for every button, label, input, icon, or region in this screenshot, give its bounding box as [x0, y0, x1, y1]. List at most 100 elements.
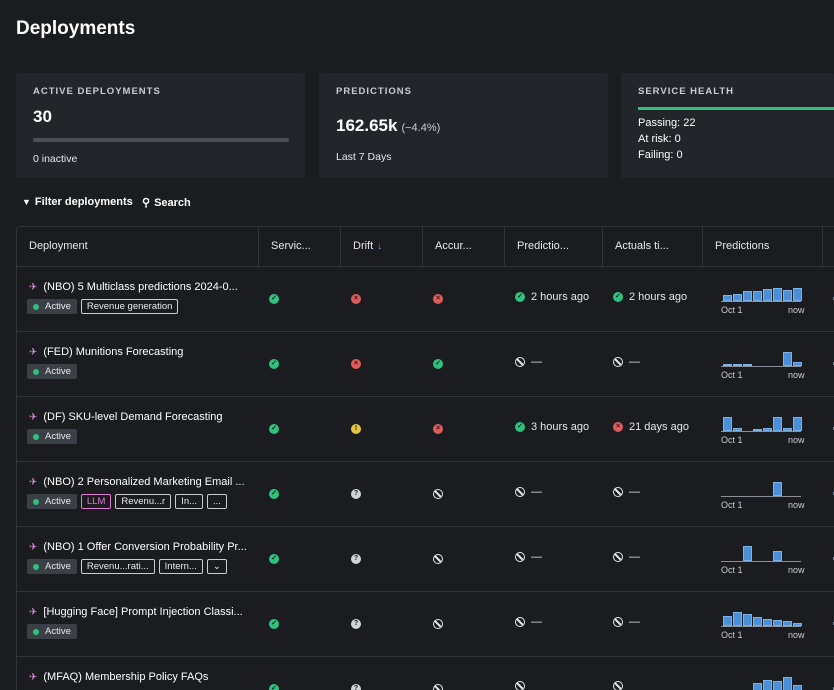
status-dot-icon: [33, 563, 39, 570]
drift-unknown-icon: ?: [351, 684, 361, 690]
rocket-icon: ✈: [29, 411, 38, 423]
deployment-name-text: (NBO) 5 Multiclass predictions 2024-0...: [43, 281, 238, 293]
table-row[interactable]: ✈ (MFAQ) Membership Policy FAQs ✓?: [17, 657, 834, 690]
sparkline-bar: [733, 612, 742, 626]
actuals-time-none-icon: [613, 552, 623, 562]
col-prediction-time[interactable]: Predictio...: [505, 227, 603, 267]
table-row[interactable]: ✈ (NBO) 5 Multiclass predictions 2024-0..…: [17, 267, 834, 332]
sparkline-bar: [773, 417, 782, 431]
actuals-time-cell: [613, 681, 629, 690]
predictions-sparkline[interactable]: Oct 1 now: [721, 411, 811, 451]
tag-chip[interactable]: ...: [207, 494, 227, 509]
status-badge: Active: [27, 559, 77, 574]
prediction-time-ok-icon: ✓: [515, 422, 525, 432]
sparkline-bar: [783, 352, 792, 366]
sparkline-bar: [793, 362, 802, 366]
status-dot-icon: [33, 433, 39, 440]
deployment-name[interactable]: ✈ (NBO) 5 Multiclass predictions 2024-0..…: [29, 281, 253, 293]
predictions-sparkline[interactable]: Oct 1 now: [721, 281, 811, 321]
service-health-ok-icon: ✓: [269, 424, 279, 434]
col-accuracy[interactable]: Accur...: [423, 227, 505, 267]
table-row[interactable]: ✈ [Hugging Face] Prompt Injection Classi.…: [17, 592, 834, 657]
drift-fail-icon: ×: [351, 359, 361, 369]
tag-chip[interactable]: Revenu...rati...: [80, 559, 155, 574]
prediction-time-none-icon: [515, 487, 525, 497]
rocket-icon: ✈: [29, 346, 38, 358]
service-health-ok-icon: ✓: [269, 554, 279, 564]
status-badge-label: Active: [45, 626, 71, 637]
sparkline-bar: [723, 295, 732, 301]
actuals-time-cell: × 21 days ago: [613, 421, 689, 433]
status-dot-icon: [33, 498, 39, 505]
tag-chip[interactable]: Revenue generation: [80, 299, 179, 314]
sparkline-bar: [723, 616, 732, 626]
table-row[interactable]: ✈ (NBO) 1 Offer Conversion Probability Pr…: [17, 527, 834, 592]
tag-chip[interactable]: Intern...: [158, 559, 203, 574]
table-row[interactable]: ✈ (FED) Munitions Forecasting Active ✓ × ✓ — — O…: [17, 332, 834, 397]
actuals-time-none-icon: [613, 681, 623, 690]
sparkline-bar: [753, 683, 762, 690]
sparkline-bar: [753, 617, 762, 626]
sparkline-bar: [773, 288, 782, 301]
prediction-time-none-icon: [515, 681, 525, 690]
prediction-time-cell: ✓ 2 hours ago: [515, 291, 589, 303]
deployment-name-text: (MFAQ) Membership Policy FAQs: [43, 671, 209, 683]
actuals-time-text: —: [629, 616, 640, 628]
col-service[interactable]: Servic...: [259, 227, 341, 267]
deployment-name[interactable]: ✈ (FED) Munitions Forecasting: [29, 346, 253, 358]
col-deployment[interactable]: Deployment: [17, 227, 259, 267]
col-drift-label: Drift: [353, 240, 374, 252]
predictions-sparkline[interactable]: Oct 1 now: [721, 606, 811, 646]
deployment-tags: Active Revenue generation: [27, 299, 247, 314]
accuracy-none-icon: [433, 684, 443, 690]
sparkline-bar: [743, 291, 752, 301]
prediction-time-cell: —: [515, 486, 542, 498]
deployment-name[interactable]: ✈ (NBO) 1 Offer Conversion Probability Pr…: [29, 541, 253, 553]
deployment-name-text: [Hugging Face] Prompt Injection Classi..…: [43, 606, 243, 618]
table-row[interactable]: ✈ (DF) SKU-level Demand Forecasting Active…: [17, 397, 834, 462]
tag-chip[interactable]: LLM: [80, 494, 112, 509]
col-predictions[interactable]: Predictions: [703, 227, 823, 267]
table-row[interactable]: ✈ (NBO) 2 Personalized Marketing Email ..…: [17, 462, 834, 527]
tag-chip[interactable]: In...: [175, 494, 204, 509]
col-actuals-time[interactable]: Actuals ti...: [603, 227, 703, 267]
predictions-sparkline[interactable]: Oct 1 now: [721, 346, 811, 386]
service-health-card[interactable]: SERVICE HEALTH Passing: 22 At risk: 0 Fa…: [621, 73, 834, 178]
search-icon: ⚲: [142, 197, 151, 209]
active-deployments-card[interactable]: ACTIVE DEPLOYMENTS 30 0 inactive: [16, 73, 305, 178]
predictions-sparkline[interactable]: Oct 1 now: [721, 476, 811, 516]
deployment-name[interactable]: ✈ (NBO) 2 Personalized Marketing Email ..…: [29, 476, 253, 488]
col-drift[interactable]: Drift ↓: [341, 227, 423, 267]
search-button[interactable]: ⚲ Search: [142, 196, 191, 210]
deployment-name[interactable]: ✈ (DF) SKU-level Demand Forecasting: [29, 411, 253, 423]
prediction-time-cell: [515, 681, 531, 690]
status-badge: Active: [27, 624, 77, 639]
predictions-sparkline[interactable]: Oct 1 now: [721, 541, 811, 581]
health-passing: Passing: 22: [638, 117, 696, 129]
service-health-ok-icon: ✓: [269, 619, 279, 629]
sparkline-bar: [763, 289, 772, 301]
predictions-card[interactable]: PREDICTIONS 162.65k (−4.4%) Last 7 Days: [319, 73, 608, 178]
sparkline-bar: [763, 680, 772, 690]
deployment-name[interactable]: ✈ [Hugging Face] Prompt Injection Classi.…: [29, 606, 253, 618]
status-badge: Active: [27, 429, 77, 444]
filter-button[interactable]: ▼ Filter deployments: [22, 196, 133, 208]
sparkline-bar: [723, 417, 732, 431]
sparkline-bar: [743, 614, 752, 626]
accuracy-fail-icon: ×: [433, 294, 443, 304]
accuracy-fail-icon: ×: [433, 424, 443, 434]
status-badge: Active: [27, 364, 77, 379]
actuals-time-cell: ✓ 2 hours ago: [613, 291, 687, 303]
predictions-period: Last 7 Days: [336, 151, 392, 163]
sparkline-bar: [733, 294, 742, 301]
predictions-sparkline[interactable]: [721, 671, 811, 690]
sparkline-bar: [773, 620, 782, 626]
actuals-time-cell: —: [613, 356, 640, 368]
tag-chip[interactable]: ⌄: [206, 559, 227, 574]
status-badge-label: Active: [45, 496, 71, 507]
deployment-name[interactable]: ✈ (MFAQ) Membership Policy FAQs: [29, 671, 253, 683]
actuals-time-text: 21 days ago: [629, 421, 689, 433]
actuals-time-text: —: [629, 551, 640, 563]
tag-chip[interactable]: Revenu...r: [115, 494, 172, 509]
actuals-time-text: —: [629, 356, 640, 368]
